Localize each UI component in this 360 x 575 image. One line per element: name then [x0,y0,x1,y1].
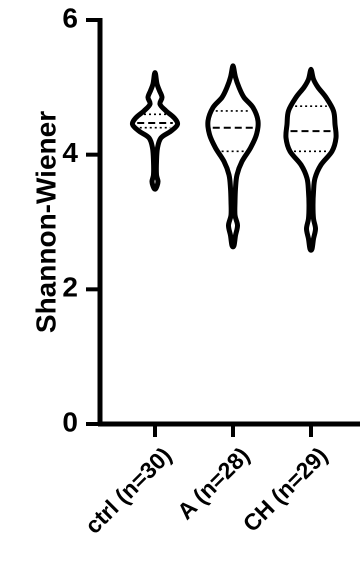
y-tick-label: 4 [62,137,78,168]
violin-group [129,70,181,192]
violin-layer [129,63,339,253]
y-tick-label: 0 [62,406,78,437]
x-ticks-layer: ctrl (n=30)A (n=28)CH (n=29) [80,424,333,539]
violin-outline [129,70,181,192]
x-category-label: ctrl (n=30) [80,442,177,539]
y-ticks-layer: 0 2 4 6 [62,2,100,437]
x-category-label: CH (n=29) [238,442,333,537]
violin-group [283,66,339,253]
y-axis-label: Shannon-Wiener [30,111,61,333]
violin-outline [205,63,261,250]
violin-outline [283,66,339,253]
y-tick-label: 6 [62,2,78,33]
axes-layer [97,18,360,427]
y-tick-label: 2 [62,272,78,303]
violin-group [205,63,261,250]
x-category-label: A (n=28) [172,442,254,524]
